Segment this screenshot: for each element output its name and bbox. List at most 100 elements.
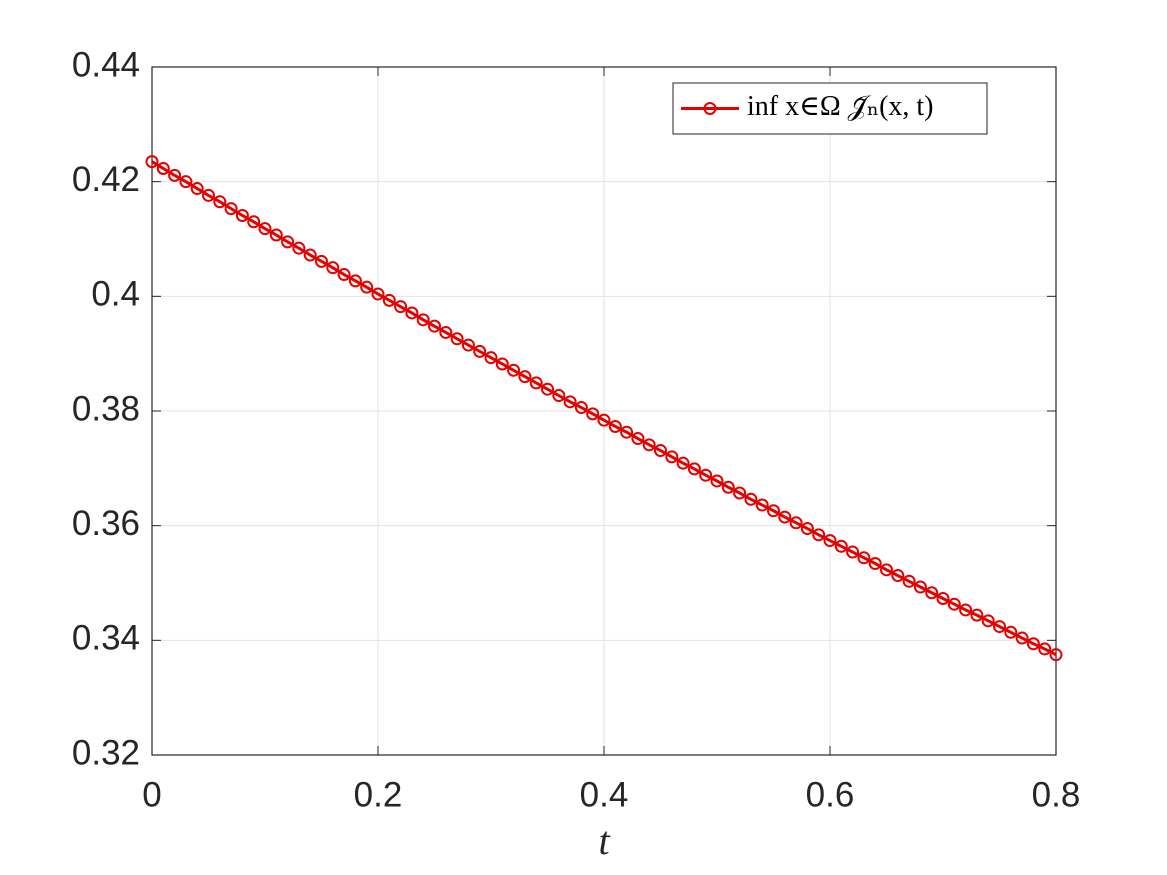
data-point — [269, 228, 283, 242]
data-point — [224, 202, 238, 216]
legend-marker — [703, 102, 717, 115]
data-point — [993, 620, 1006, 634]
data-point — [405, 306, 419, 320]
data-point — [179, 175, 193, 189]
y-tick-label: 0.34 — [72, 619, 140, 658]
data-point — [337, 268, 351, 282]
y-tick-label: 0.4 — [91, 275, 140, 314]
data-point — [326, 261, 340, 275]
data-point — [654, 444, 667, 458]
data-point — [981, 614, 995, 628]
data-point — [676, 456, 690, 470]
data-point — [371, 287, 385, 301]
data-point — [360, 280, 374, 294]
data-point — [156, 161, 170, 175]
data-point — [202, 188, 215, 202]
data-point — [620, 425, 634, 439]
x-tick-label: 0.8 — [1032, 775, 1081, 814]
data-point — [495, 357, 509, 371]
data-point — [902, 574, 916, 588]
data-point — [145, 155, 159, 169]
data-point — [778, 510, 792, 524]
data-point — [450, 332, 464, 346]
data-point — [846, 545, 860, 559]
data-line — [151, 160, 1057, 657]
data-point — [529, 376, 543, 390]
data-point — [541, 382, 554, 396]
data-point — [382, 293, 396, 307]
data-point — [292, 241, 306, 255]
data-point — [473, 344, 487, 358]
data-point — [925, 586, 939, 600]
data-point — [733, 486, 747, 500]
data-point — [315, 254, 328, 268]
y-tick-label: 0.32 — [72, 733, 140, 772]
data-point — [1049, 648, 1063, 662]
data-point — [428, 319, 441, 333]
data-point — [868, 557, 882, 571]
data-point — [1026, 637, 1040, 651]
data-point — [721, 480, 735, 494]
data-point — [574, 401, 588, 415]
x-tick-label: 0.2 — [354, 775, 403, 814]
axes-box — [151, 66, 1057, 756]
data-point — [1004, 625, 1018, 639]
y-tick-label: 0.42 — [72, 160, 140, 199]
data-point — [834, 539, 848, 553]
data-point — [767, 504, 780, 518]
data-point — [857, 551, 871, 565]
y-tick-label: 0.36 — [72, 504, 140, 543]
data-point — [461, 338, 475, 352]
data-point — [247, 215, 261, 229]
data-point — [800, 522, 814, 536]
data-point — [281, 235, 295, 249]
data-point — [518, 370, 532, 384]
legend-label: inf x∈Ω 𝒥̃ₙ(x, t) — [747, 91, 934, 122]
data-point — [913, 580, 927, 594]
data-point — [1015, 631, 1029, 645]
data-point — [936, 591, 950, 605]
x-tick-label: 0.6 — [806, 775, 855, 814]
x-axis-label: t — [598, 818, 610, 863]
data-point — [168, 168, 182, 182]
data-point — [484, 351, 498, 365]
data-point — [213, 195, 227, 209]
data-point — [190, 182, 204, 196]
data-point — [235, 208, 249, 222]
data-point — [812, 528, 826, 542]
data-point — [507, 363, 521, 377]
data-point — [891, 569, 905, 583]
data-point — [1038, 642, 1052, 656]
data-point — [597, 413, 611, 427]
data-point — [631, 432, 645, 446]
data-point — [563, 395, 577, 409]
data-point — [258, 222, 272, 236]
y-tick-label: 0.44 — [72, 45, 140, 84]
data-point — [394, 300, 408, 314]
data-point — [642, 438, 656, 452]
data-point — [880, 563, 893, 577]
data-point — [755, 498, 769, 512]
data-point — [744, 492, 758, 506]
x-tick-label: 0.4 — [580, 775, 629, 814]
data-point — [348, 274, 362, 288]
data-point — [823, 534, 837, 548]
data-point — [789, 516, 803, 530]
data-point — [959, 603, 973, 617]
data-point — [947, 597, 961, 611]
data-point — [687, 462, 701, 476]
x-tick-label: 0 — [142, 775, 161, 814]
data-point — [439, 325, 453, 339]
data-point — [552, 389, 566, 403]
data-point — [608, 419, 622, 433]
data-point — [586, 407, 600, 421]
data-point — [699, 468, 713, 482]
data-point — [416, 313, 430, 327]
data-point — [970, 608, 984, 622]
data-point — [710, 474, 724, 488]
data-point — [303, 248, 317, 262]
y-tick-label: 0.38 — [72, 389, 140, 428]
data-point — [665, 450, 679, 464]
